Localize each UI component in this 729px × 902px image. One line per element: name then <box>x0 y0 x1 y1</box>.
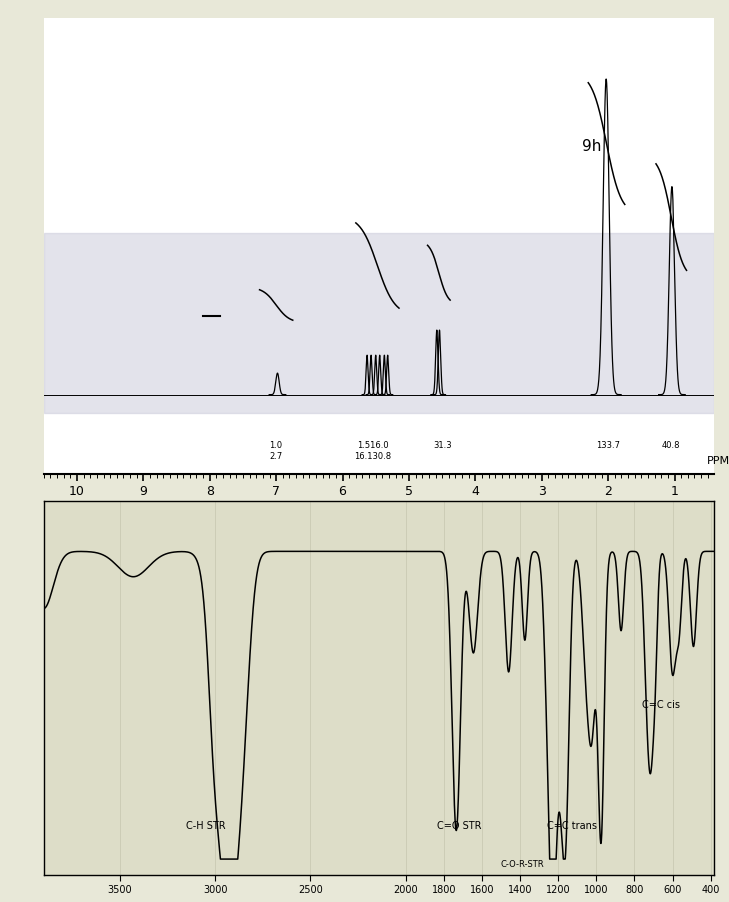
Text: C-H STR: C-H STR <box>186 821 225 831</box>
Text: 1.516.0
16.130.8: 1.516.0 16.130.8 <box>354 441 391 461</box>
Text: C=O STR: C=O STR <box>437 821 481 831</box>
Text: 9h: 9h <box>582 139 601 153</box>
Text: C-O-R-STR: C-O-R-STR <box>500 860 544 869</box>
Text: PPM: PPM <box>706 456 729 465</box>
Bar <box>44 234 714 412</box>
Text: 40.8: 40.8 <box>662 441 680 450</box>
Text: 1.0
2.7: 1.0 2.7 <box>270 441 283 461</box>
Text: C=C trans: C=C trans <box>547 821 596 831</box>
Text: C=C cis: C=C cis <box>642 700 680 710</box>
Text: 133.7: 133.7 <box>596 441 620 450</box>
Text: 31.3: 31.3 <box>433 441 451 450</box>
